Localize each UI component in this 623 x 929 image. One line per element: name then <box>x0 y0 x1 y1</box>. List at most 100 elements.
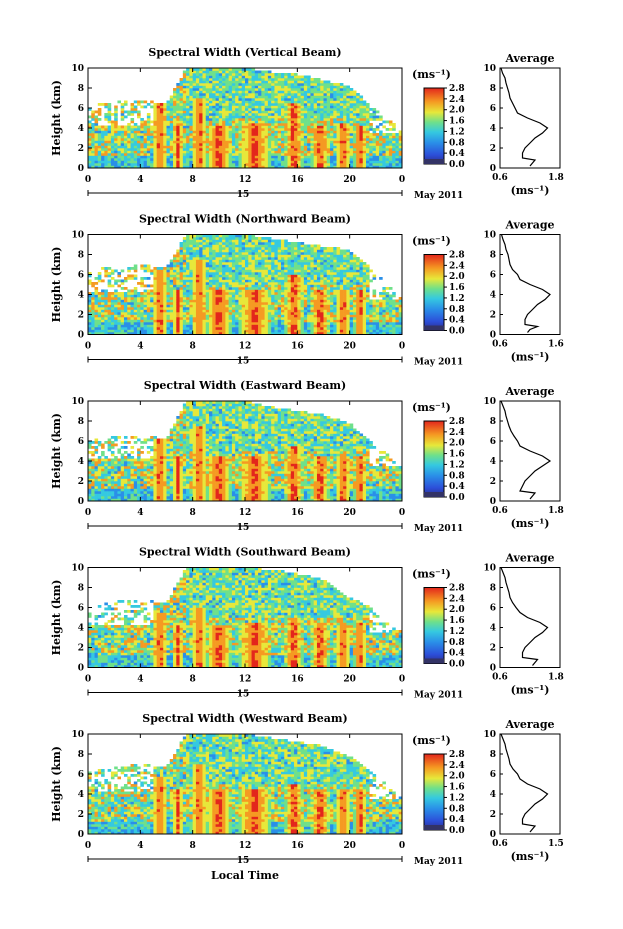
heatmap-cell <box>163 285 167 288</box>
heatmap-cell <box>386 153 390 156</box>
heatmap-cell <box>98 153 102 156</box>
heatmap-cell <box>265 255 269 258</box>
heatmap-cell <box>196 315 200 318</box>
heatmap-cell <box>297 126 301 129</box>
heatmap-cell <box>288 118 292 121</box>
heatmap-cell <box>124 161 128 164</box>
heatmap-cell <box>366 158 370 161</box>
heatmap-cell <box>288 156 292 159</box>
heatmap-cell <box>189 133 193 136</box>
heatmap-cell <box>153 118 157 121</box>
heatmap-cell <box>206 103 210 106</box>
heatmap-cell <box>150 317 154 320</box>
heatmap-cell <box>255 255 259 258</box>
heatmap-cell <box>117 305 121 308</box>
heatmap-cell <box>212 153 216 156</box>
heatmap-cell <box>209 315 213 318</box>
heatmap-cell <box>199 146 203 149</box>
heatmap-cell <box>222 240 226 243</box>
heatmap-cell <box>140 265 144 268</box>
heatmap-cell <box>324 118 328 121</box>
heatmap-cell <box>157 161 161 164</box>
heatmap-cell <box>202 81 206 84</box>
heatmap-cell <box>124 277 128 280</box>
heatmap-cell <box>170 282 174 285</box>
heatmap-cell <box>238 322 242 325</box>
heatmap-cell <box>189 292 193 295</box>
heatmap-cell <box>216 270 220 273</box>
heatmap-cell <box>196 242 200 245</box>
heatmap-cell <box>104 136 108 139</box>
heatmap-cell <box>229 83 233 86</box>
heatmap-cell <box>232 300 236 303</box>
heatmap-cell <box>160 317 164 320</box>
heatmap-cell <box>369 158 373 161</box>
heatmap-cell <box>284 81 288 84</box>
heatmap-cell <box>265 327 269 330</box>
heatmap-cell <box>229 275 233 278</box>
heatmap-cell <box>225 267 229 270</box>
heatmap-cell <box>386 158 390 161</box>
heatmap-cell <box>183 272 187 275</box>
heatmap-cell <box>173 121 177 124</box>
heatmap-cell <box>353 128 357 131</box>
heatmap-cell <box>160 143 164 146</box>
heatmap-cell <box>98 156 102 159</box>
heatmap-cell <box>173 126 177 129</box>
heatmap-cell <box>366 133 370 136</box>
heatmap-cell <box>310 151 314 154</box>
heatmap-cell <box>150 307 154 310</box>
heatmap-cell <box>183 113 187 116</box>
heatmap-cell <box>170 126 174 129</box>
heatmap-cell <box>134 101 138 104</box>
heatmap-cell <box>160 141 164 144</box>
heatmap-cell <box>248 280 252 283</box>
heatmap-cell <box>153 158 157 161</box>
heatmap-cell <box>170 265 174 268</box>
heatmap-cell <box>229 148 233 151</box>
heatmap-cell <box>376 133 380 136</box>
heatmap-cell <box>140 320 144 323</box>
heatmap-cell <box>238 285 242 288</box>
heatmap-cell <box>242 247 246 250</box>
heatmap-cell <box>212 240 216 243</box>
heatmap-cell <box>261 91 265 94</box>
heatmap-cell <box>157 116 161 119</box>
heatmap-cell <box>284 128 288 131</box>
heatmap-cell <box>330 86 334 89</box>
heatmap-cell <box>274 310 278 313</box>
heatmap-cell <box>314 103 318 106</box>
heatmap-cell <box>160 146 164 149</box>
heatmap-cell <box>288 108 292 111</box>
heatmap-cell <box>121 111 125 114</box>
heatmap-cell <box>111 121 115 124</box>
heatmap-cell <box>144 302 148 305</box>
heatmap-cell <box>183 287 187 290</box>
heatmap-cell <box>320 151 324 154</box>
heatmap-cell <box>176 262 180 265</box>
heatmap-cell <box>265 161 269 164</box>
heatmap-cell <box>193 272 197 275</box>
heatmap-cell <box>248 327 252 330</box>
heatmap-cell <box>101 128 105 131</box>
heatmap-cell <box>317 123 321 126</box>
heatmap-cell <box>327 101 331 104</box>
heatmap-cell <box>265 290 269 293</box>
heatmap-cell <box>274 106 278 109</box>
heatmap-cell <box>248 143 252 146</box>
heatmap-cell <box>140 280 144 283</box>
heatmap-cell <box>268 302 272 305</box>
heatmap-cell <box>248 315 252 318</box>
heatmap-cell <box>101 307 105 310</box>
heatmap-cell <box>255 151 259 154</box>
heatmap-cell <box>258 126 262 129</box>
heatmap-cell <box>271 305 275 308</box>
heatmap-cell <box>274 287 278 290</box>
heatmap-cell <box>202 285 206 288</box>
heatmap-cell <box>330 146 334 149</box>
heatmap-cell <box>245 71 249 74</box>
heatmap-cell <box>134 161 138 164</box>
heatmap-cell <box>343 118 347 121</box>
heatmap-cell <box>245 76 249 79</box>
heatmap-cell <box>216 290 220 293</box>
